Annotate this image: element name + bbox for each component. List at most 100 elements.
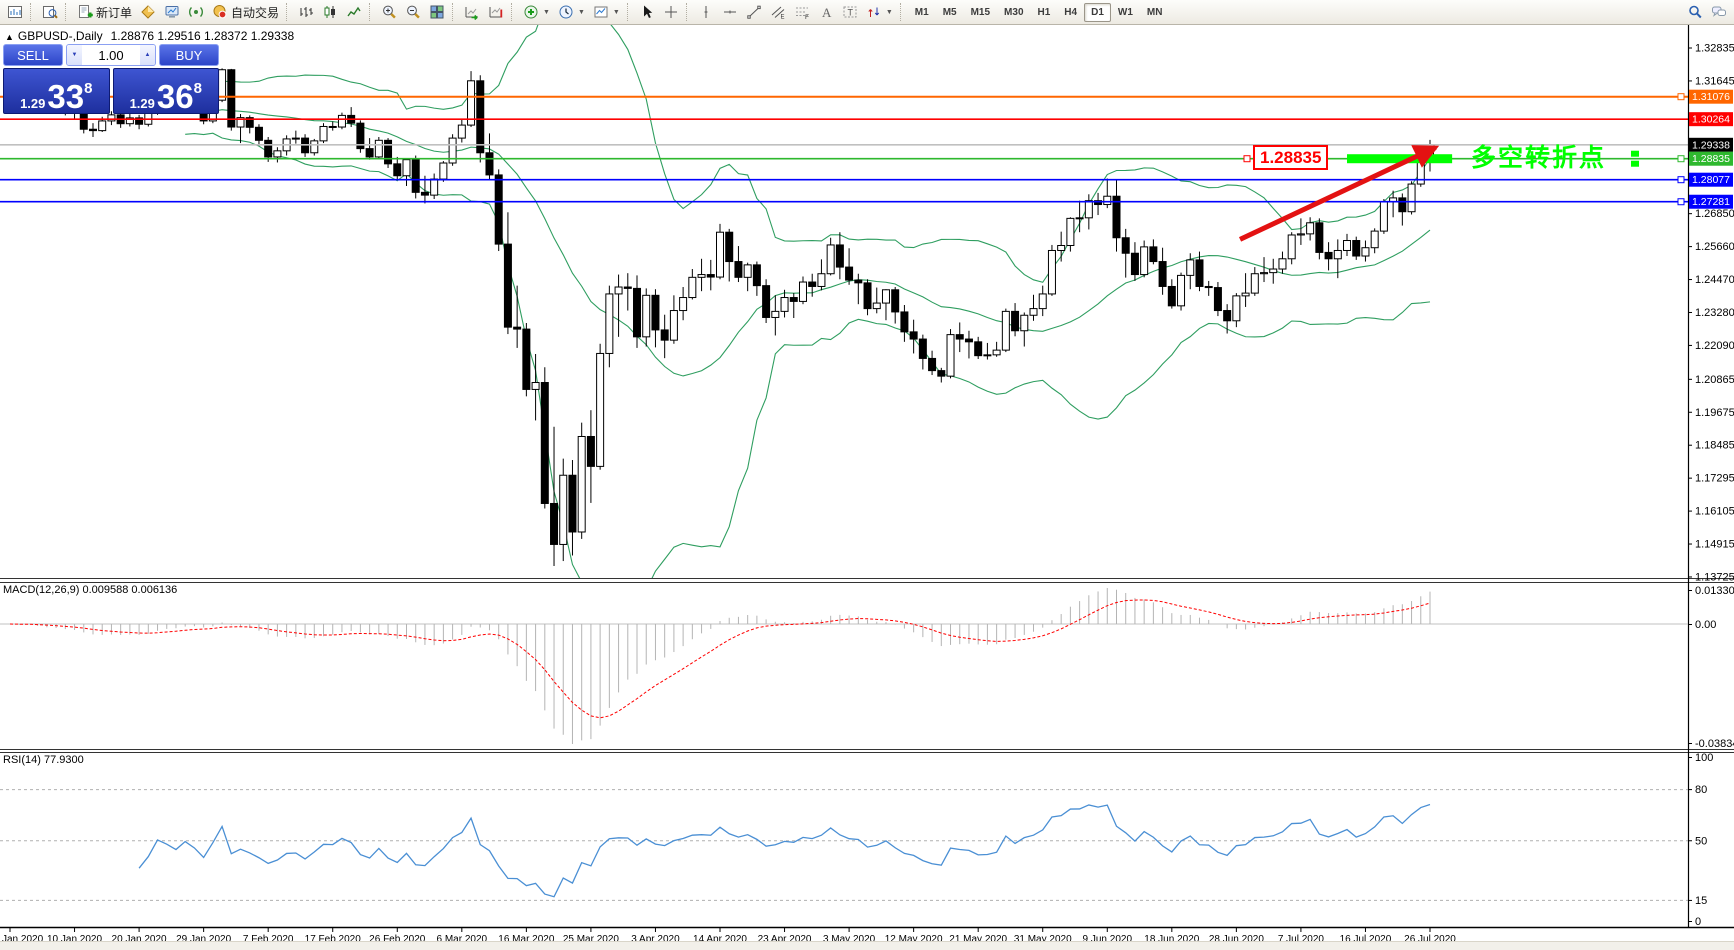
date-axis-label: 23 Apr 2020 (758, 934, 812, 945)
rsi-line (138, 803, 1431, 898)
timeframe-button-d1[interactable]: D1 (1084, 2, 1111, 22)
dropdown-caret-icon: ▼ (543, 8, 550, 16)
bear-candle (503, 243, 512, 328)
timeframe-button-h4[interactable]: H4 (1057, 3, 1084, 22)
volume-decrease-button[interactable]: ▼ (67, 45, 82, 65)
date-axis-label: 16 Jul 2020 (1340, 934, 1392, 945)
crosshair-button[interactable] (659, 2, 683, 23)
bear-candle (485, 152, 494, 176)
bull-candle (448, 137, 457, 164)
bars-chart-button[interactable] (294, 2, 318, 23)
trend-line-button[interactable] (742, 2, 766, 23)
annotation-text[interactable]: 多空转折点 (1471, 144, 1607, 172)
chart-window-button[interactable] (3, 2, 27, 23)
price-level-label[interactable]: 1.28835 (1253, 145, 1329, 170)
bull-candle (697, 274, 706, 278)
bull-candle (1020, 314, 1029, 332)
line-handle[interactable] (1677, 176, 1685, 184)
timeframe-button-m15[interactable]: M15 (964, 3, 997, 22)
line-chart-icon (347, 6, 361, 17)
channel-button[interactable]: E (766, 2, 790, 23)
dropdown-caret-icon: ▼ (612, 8, 620, 16)
sell-price-display[interactable]: 1.29 33 8 (3, 68, 110, 114)
line-handle[interactable] (1243, 155, 1251, 163)
chart-window[interactable]: 1.32835 1.31645 1.26850 1.25660 1.24470 1.232… (0, 25, 1734, 950)
line-handle[interactable] (1677, 93, 1685, 101)
date-axis-label: 7 Feb 2020 (243, 934, 294, 945)
vertical-line-button[interactable] (694, 2, 718, 23)
autotrade-button[interactable]: 自动交易 (208, 2, 283, 23)
rsi-axis-label: 15 (1695, 895, 1707, 907)
new-order-button[interactable]: 新订单 (73, 2, 136, 23)
buy-price-display[interactable]: 1.29 36 8 (112, 68, 219, 114)
sell-button[interactable]: SELL (3, 44, 63, 66)
svg-text:T: T (847, 8, 853, 18)
cursor-button[interactable] (635, 2, 659, 23)
trend-arrow[interactable] (1238, 145, 1440, 242)
line-handle[interactable] (1677, 155, 1685, 163)
text-label-button[interactable]: T (838, 2, 862, 23)
line-handle[interactable] (1677, 198, 1685, 206)
text-button[interactable]: A (814, 2, 838, 23)
market-depth-button[interactable] (136, 2, 160, 23)
volume-increase-button[interactable]: ▲ (140, 45, 155, 65)
terminal-button[interactable] (160, 2, 184, 23)
highlight-zone[interactable] (1347, 154, 1453, 164)
timeframe-button-m1[interactable]: M1 (908, 3, 936, 22)
fibonacci-button[interactable]: F (790, 2, 814, 23)
tile-windows-icon (430, 5, 444, 19)
bull-candle (743, 264, 752, 278)
bear-candle (513, 326, 522, 330)
zone-handle[interactable] (1631, 160, 1639, 167)
candles-chart-button[interactable] (318, 2, 342, 23)
toolbar-separator (65, 3, 70, 21)
timeframe-button-h1[interactable]: H1 (1031, 3, 1058, 22)
templates-button[interactable]: ▼ (589, 2, 624, 23)
bear-candle (1352, 240, 1361, 257)
bull-candle (1361, 247, 1370, 257)
bear-candle (384, 139, 393, 165)
zoom-out-button[interactable] (401, 2, 425, 23)
timeframe-button-m5[interactable]: M5 (936, 3, 964, 22)
timeframe-button-m30[interactable]: M30 (997, 3, 1030, 22)
arrows-button[interactable]: ▼ (862, 2, 897, 23)
bull-candle (817, 273, 826, 287)
bear-candle (1204, 285, 1213, 289)
bear-candle (900, 311, 909, 333)
signals-button[interactable] (184, 2, 208, 23)
timeframe-button-mn[interactable]: MN (1140, 3, 1170, 22)
timeframe-button-w1[interactable]: W1 (1111, 3, 1140, 22)
zoom-in-button[interactable] (377, 2, 401, 23)
trend-line-icon (747, 5, 761, 19)
collapse-panel-icon[interactable]: ▲ (5, 32, 14, 42)
bull-candle (1260, 272, 1269, 275)
candles-chart-icon (324, 6, 336, 18)
periods-button[interactable]: ▼ (554, 2, 589, 23)
bear-candle (1195, 259, 1204, 287)
line-chart-button[interactable] (342, 2, 366, 23)
price-badge (1689, 89, 1733, 104)
indicators-button[interactable]: ▼ (519, 2, 554, 23)
bull-candle (1370, 230, 1379, 249)
bear-candle (522, 328, 531, 390)
bear-candle (835, 244, 844, 268)
date-axis-label: 9 Jun 2020 (1083, 934, 1133, 945)
bull-candle (319, 125, 328, 142)
auto-scroll-button[interactable] (460, 2, 484, 23)
zone-handle[interactable] (1631, 150, 1639, 157)
chat-button[interactable] (1707, 2, 1731, 23)
data-window-button[interactable] (38, 2, 62, 23)
macd-histogram (18, 588, 1431, 744)
price-chart-canvas[interactable]: 1.32835 1.31645 1.26850 1.25660 1.24470 1.232… (0, 25, 1734, 949)
bull-candle (1029, 308, 1038, 316)
buy-button[interactable]: BUY (159, 44, 219, 66)
bear-candle (1112, 195, 1121, 239)
horizontal-line-button[interactable] (718, 2, 742, 23)
channel-icon: E (771, 6, 784, 20)
tile-windows-button[interactable] (425, 2, 449, 23)
chart-shift-button[interactable] (484, 2, 508, 23)
search-button[interactable] (1683, 2, 1707, 23)
bull-candle (125, 117, 134, 125)
rsi-indicator-label: RSI(14) 77.9300 (3, 754, 84, 766)
volume-input[interactable] (82, 45, 140, 65)
